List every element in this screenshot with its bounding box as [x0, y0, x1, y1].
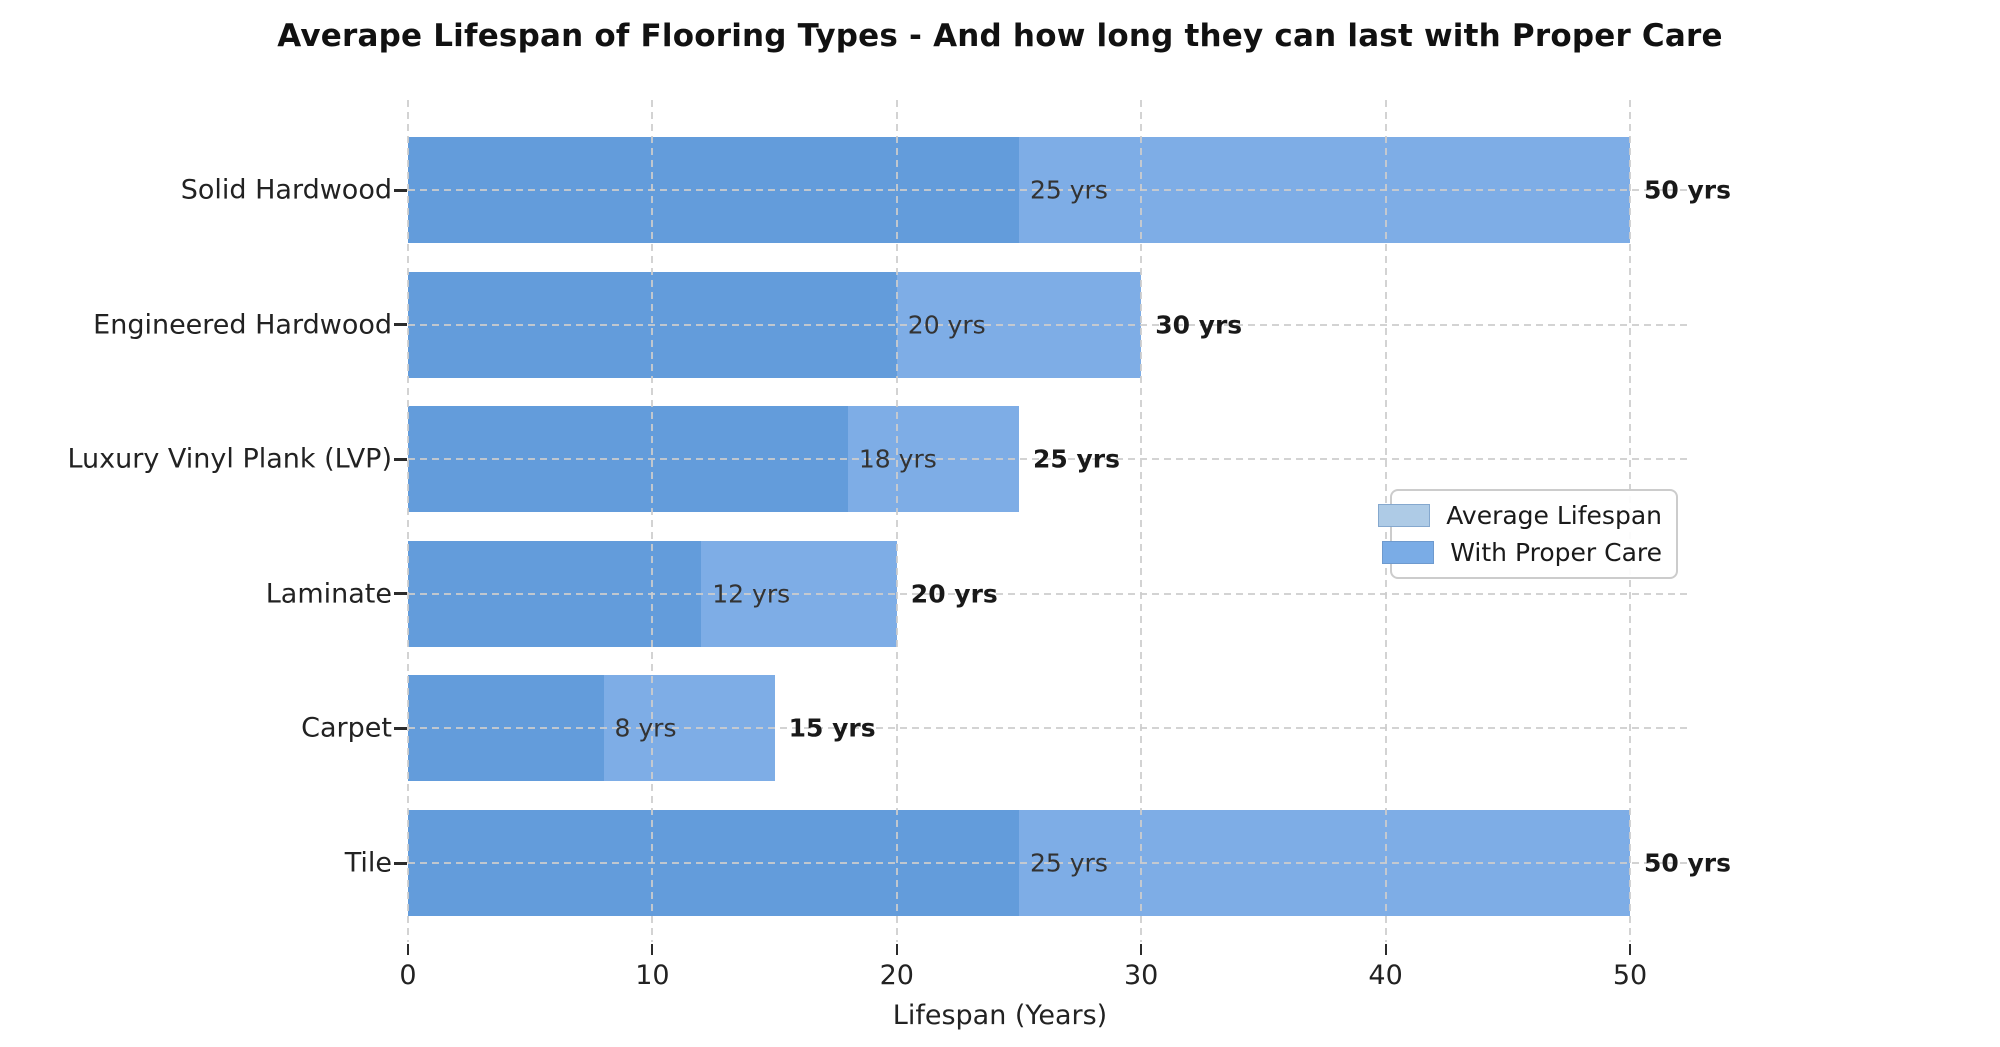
legend-swatch-average-lifespan [1378, 504, 1431, 527]
bar-label-care-solid-hardwood: 50 yrs [1644, 175, 1731, 205]
legend-item-with-proper-care: With Proper Care [1382, 538, 1662, 567]
bar-label-care-carpet: 15 yrs [788, 713, 876, 743]
x-tick-label-50: 50 [1612, 960, 1648, 991]
bar-label-care-tile: 50 yrs [1644, 848, 1731, 878]
category-label-laminate: Laminate [265, 578, 392, 610]
legend-label-with-proper-care: With Proper Care [1450, 538, 1662, 567]
category-label-carpet: Carpet [301, 712, 392, 744]
bar-label-average-luxury-vinyl-plank-lvp: 18 yrs [858, 444, 937, 474]
x-tick-0 [407, 944, 409, 955]
x-tick-label-20: 20 [879, 960, 914, 991]
y-tick-engineered-hardwood [394, 323, 407, 327]
gridline-row-tile [408, 862, 1690, 864]
gridline-x-30 [1140, 100, 1143, 942]
legend-label-average-lifespan: Average Lifespan [1446, 501, 1662, 530]
gridline-row-carpet [408, 727, 1690, 730]
gridline-x-10 [651, 100, 654, 942]
y-tick-tile [394, 861, 407, 865]
x-tick-label-0: 0 [399, 960, 417, 991]
gridline-x-20 [895, 100, 898, 942]
bar-label-average-solid-hardwood: 25 yrs [1030, 175, 1108, 205]
chart-title: Averape Lifespan of Flooring Types - And… [277, 18, 1723, 54]
y-tick-luxury-vinyl-plank-lvp [394, 457, 407, 461]
bar-label-care-luxury-vinyl-plank-lvp: 25 yrs [1033, 444, 1120, 474]
category-label-luxury-vinyl-plank-lvp: Luxury Vinyl Plank (LVP) [67, 443, 392, 475]
bar-label-average-laminate: 12 yrs [712, 579, 791, 609]
gridline-row-luxury-vinyl-plank-lvp [408, 458, 1690, 461]
y-tick-laminate [394, 592, 407, 596]
x-tick-10 [651, 944, 654, 955]
x-tick-label-30: 30 [1124, 960, 1159, 991]
bar-label-average-carpet: 8 yrs [614, 713, 677, 743]
x-tick-40 [1384, 944, 1387, 955]
x-tick-20 [895, 944, 898, 955]
gridline-row-solid-hardwood [408, 189, 1690, 191]
category-label-engineered-hardwood: Engineered Hardwood [93, 309, 392, 341]
bar-label-care-laminate: 20 yrs [910, 579, 998, 609]
category-label-solid-hardwood: Solid Hardwood [180, 174, 392, 206]
x-tick-50 [1629, 944, 1631, 955]
gridline-row-engineered-hardwood [408, 323, 1690, 326]
legend-swatch-with-proper-care [1382, 541, 1435, 564]
x-tick-label-40: 40 [1368, 960, 1403, 991]
legend-item-average-lifespan: Average Lifespan [1378, 501, 1662, 530]
y-tick-solid-hardwood [394, 188, 407, 192]
gridline-x-0 [407, 100, 409, 942]
y-axis-labels: Solid Hardwood Engineered Hardwood Luxury … [0, 100, 392, 942]
bar-label-average-engineered-hardwood: 20 yrs [907, 310, 986, 340]
gridline-row-laminate [408, 592, 1690, 595]
plot-area: 25 yrs 50 yrs 20 yrs 30 yrs 18 yrs 25 yrs 12 y… [407, 100, 1731, 942]
bar-label-care-engineered-hardwood: 30 yrs [1155, 310, 1243, 340]
bar-label-average-tile: 25 yrs [1030, 848, 1108, 878]
x-tick-30 [1140, 944, 1143, 955]
x-tick-label-10: 10 [635, 960, 670, 991]
category-label-tile: Tile [344, 847, 392, 879]
legend: Average Lifespan With Proper Care [1378, 489, 1678, 579]
y-tick-carpet [394, 726, 407, 730]
x-axis-label: Lifespan (Years) [892, 1000, 1108, 1031]
